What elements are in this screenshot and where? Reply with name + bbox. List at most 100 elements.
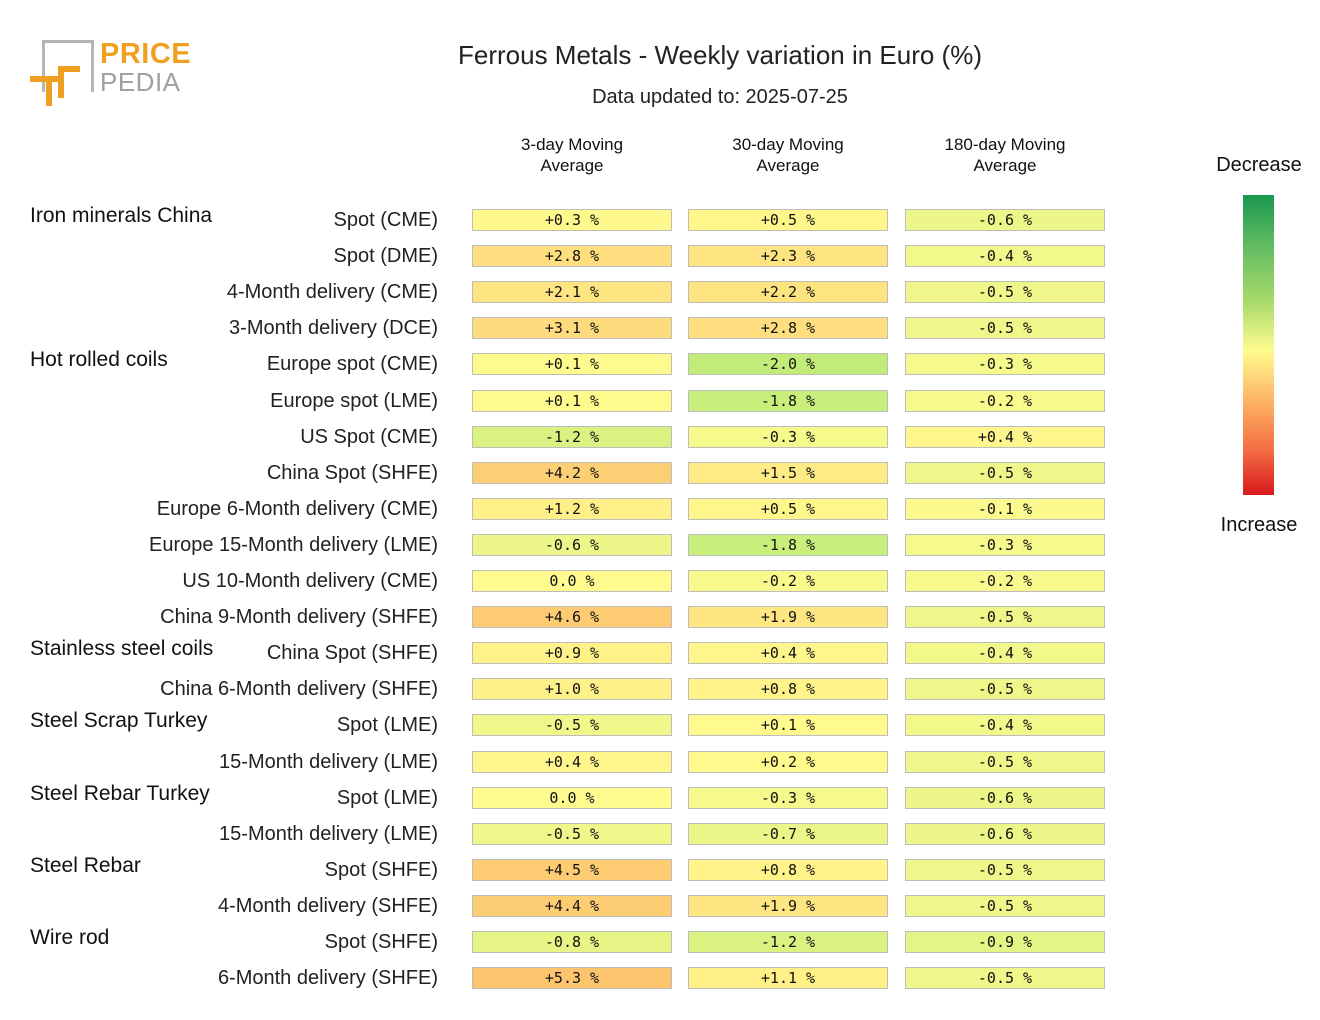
row-label: US Spot (CME) (300, 425, 438, 448)
heatmap-cell: -0.2 % (688, 570, 888, 592)
heatmap-cell: -0.3 % (688, 786, 888, 809)
heatmap-cell: +2.2 % (688, 281, 888, 304)
heatmap-cell: -0.3 % (688, 425, 888, 448)
row-label: China 6-Month delivery (SHFE) (160, 678, 438, 701)
row-label: China Spot (SHFE) (266, 642, 438, 665)
row-label: 4-Month delivery (SHFE) (217, 894, 438, 917)
group-label: Iron minerals China (30, 204, 213, 227)
group-label: Hot rolled coils (30, 348, 168, 372)
heatmap-cell: -0.5 % (905, 317, 1105, 340)
heatmap-cell: -1.8 % (688, 533, 888, 556)
heatmap-cell: -0.2 % (905, 389, 1105, 412)
heatmap-cell: -0.5 % (905, 967, 1105, 990)
heatmap-cell: +4.5 % (472, 858, 672, 881)
heatmap-cell: +0.5 % (688, 209, 888, 231)
heatmap-cell: +4.2 % (472, 461, 672, 484)
heatmap-cell: +5.3 % (472, 967, 672, 990)
heatmap-cell: -0.5 % (905, 894, 1105, 917)
heatmap-cell: -1.2 % (472, 425, 672, 448)
row-label: Europe spot (LME) (270, 389, 438, 412)
column-header-line: Average (973, 156, 1037, 175)
column-header: 30-day Moving Average (687, 134, 889, 176)
logo-bar (46, 76, 52, 106)
heatmap-cell: 0.0 % (472, 570, 672, 592)
heatmap-cell: -0.5 % (905, 606, 1105, 629)
heatmap-cell: -0.4 % (905, 714, 1105, 737)
heatmap-cell: -0.5 % (905, 858, 1105, 881)
group-label: Stainless steel coils (30, 637, 214, 661)
heatmap-cell: -1.2 % (688, 931, 888, 953)
heatmap-cell: +0.9 % (472, 642, 672, 665)
heatmap-cell: -0.5 % (905, 281, 1105, 304)
heatmap-cell: +2.8 % (688, 317, 888, 340)
logo-frame-right (42, 40, 94, 92)
heatmap-cell: -0.5 % (472, 822, 672, 845)
legend-increase-label: Increase (1220, 514, 1298, 536)
row-label: Europe spot (CME) (266, 353, 438, 376)
heatmap-cell: +0.4 % (905, 425, 1105, 448)
row-label: 3-Month delivery (DCE) (229, 317, 438, 340)
heatmap-cell: +1.9 % (688, 894, 888, 917)
row-label: Spot (SHFE) (324, 858, 438, 881)
heatmap-cell: +0.1 % (472, 389, 672, 412)
column-header-line: Average (756, 156, 820, 175)
row-label: Europe 15-Month delivery (LME) (148, 533, 438, 556)
heatmap-cell: +2.8 % (472, 245, 672, 268)
heatmap-cell: +0.5 % (688, 497, 888, 520)
heatmap-cell: 0.0 % (472, 786, 672, 809)
heatmap-cell: +2.1 % (472, 281, 672, 304)
heatmap-cell: +1.0 % (472, 678, 672, 701)
heatmap-cell: -0.5 % (472, 714, 672, 737)
heatmap-cell: -0.1 % (905, 497, 1105, 520)
heatmap-cell: +1.1 % (688, 967, 888, 990)
heatmap-cell: -2.0 % (688, 353, 888, 376)
group-label: Steel Rebar (30, 853, 141, 877)
heatmap-cell: +4.6 % (472, 606, 672, 629)
heatmap-cell: +1.9 % (688, 606, 888, 629)
group-label: Steel Rebar Turkey (30, 781, 210, 805)
column-header: 180-day Moving Average (904, 134, 1106, 176)
heatmap-cell: +0.8 % (688, 858, 888, 881)
legend-decrease-label: Decrease (1216, 154, 1302, 176)
row-label: 4-Month delivery (CME) (226, 281, 438, 304)
column-header-line: 30-day Moving (732, 135, 844, 154)
heatmap-cell: +0.1 % (688, 714, 888, 737)
logo-bar (58, 66, 64, 98)
heatmap-cell: +0.8 % (688, 678, 888, 701)
row-label: 15-Month delivery (LME) (219, 822, 438, 845)
row-label: China Spot (SHFE) (266, 461, 438, 484)
heatmap-cell: -0.5 % (905, 678, 1105, 701)
heatmap-cell: +4.4 % (472, 894, 672, 917)
heatmap-cell: +0.4 % (472, 750, 672, 773)
row-label: Europe 6-Month delivery (CME) (156, 497, 438, 520)
row-label: 15-Month delivery (LME) (219, 750, 438, 773)
row-label: Spot (LME) (336, 714, 438, 737)
heatmap-cell: -0.5 % (905, 750, 1105, 773)
column-header: 3-day Moving Average (471, 134, 673, 176)
heatmap-cell: -0.7 % (688, 822, 888, 845)
row-label: China 9-Month delivery (SHFE) (160, 606, 438, 629)
heatmap-cell: +1.2 % (472, 497, 672, 520)
heatmap-cell: +2.3 % (688, 245, 888, 268)
column-header-line: Average (540, 156, 604, 175)
logo-bar (58, 66, 80, 72)
heatmap-cell: -0.5 % (905, 461, 1105, 484)
heatmap-cell: -0.6 % (905, 786, 1105, 809)
heatmap-cell: -0.3 % (905, 353, 1105, 376)
heatmap-cell: +0.4 % (688, 642, 888, 665)
heatmap-cell: -0.4 % (905, 245, 1105, 268)
heatmap-cell: -0.6 % (472, 533, 672, 556)
row-label: Spot (LME) (336, 786, 438, 809)
heatmap-cell: -0.8 % (472, 931, 672, 953)
heatmap-cell: +1.5 % (688, 461, 888, 484)
column-header-line: 180-day Moving (944, 135, 1066, 154)
pricepedia-logo: PRICE PEDIA (28, 36, 192, 112)
row-label: US 10-Month delivery (CME) (182, 570, 438, 592)
heatmap-cell: +0.1 % (472, 353, 672, 376)
heatmap-cell: -0.9 % (905, 931, 1105, 953)
heatmap-cell: -0.6 % (905, 822, 1105, 845)
logo-text-price: PRICE (100, 38, 192, 70)
row-label: Spot (SHFE) (324, 931, 438, 953)
row-label: Spot (CME) (333, 209, 438, 231)
legend-color-bar (1243, 195, 1274, 495)
